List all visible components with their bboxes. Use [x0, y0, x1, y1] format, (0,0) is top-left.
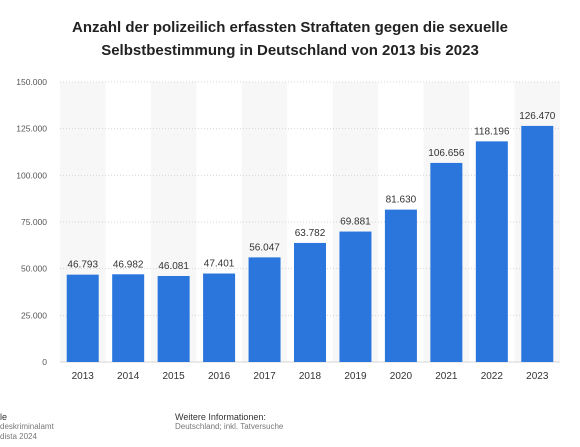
x-tick-label: 2019 [344, 371, 367, 382]
y-tick-label: 75.000 [21, 217, 47, 227]
bar [248, 257, 281, 362]
x-tick-label: 2013 [72, 371, 95, 382]
data-labels: 46.793 46.982 46.081 47.401 56.047 63.782 69.8… [67, 111, 555, 272]
data-label: 46.982 [113, 259, 144, 270]
data-label: 47.401 [204, 259, 235, 270]
bar [521, 125, 554, 362]
bar [384, 209, 417, 362]
bar [203, 273, 236, 362]
info-block: Weitere Informationen: Deutschland; inkl… [175, 412, 283, 432]
bar [339, 231, 372, 362]
x-tick-label: 2015 [163, 371, 186, 382]
x-tick-label: 2016 [208, 371, 231, 382]
data-label: 106.656 [428, 148, 465, 159]
y-axis-ticks: 0 25.000 50.000 75.000 100.000 125.000 150.000 [16, 77, 47, 367]
source-line-1: deskriminalamt [0, 422, 54, 431]
source-line-2: dista 2024 [0, 432, 37, 441]
x-tick-label: 2014 [117, 371, 140, 382]
bar [112, 274, 145, 362]
data-label: 46.793 [67, 260, 98, 271]
data-label: 81.630 [386, 195, 417, 206]
bar [294, 242, 326, 362]
data-label: 56.047 [249, 242, 280, 253]
x-tick-label: 2018 [299, 371, 322, 382]
x-axis-ticks: 2013 2014 2015 2016 2017 2018 2019 2020 2021 2022… [72, 371, 549, 382]
chart-title: Anzahl der polizeilich erfassten Strafta… [72, 19, 508, 59]
y-tick-label: 150.000 [16, 77, 47, 87]
data-label: 63.782 [295, 228, 326, 239]
x-tick-label: 2023 [526, 371, 549, 382]
source-block: le deskriminalamt dista 2024 [0, 412, 54, 442]
y-tick-label: 125.000 [16, 124, 47, 134]
bars [66, 125, 554, 362]
x-tick-label: 2021 [435, 371, 458, 382]
data-label: 118.196 [474, 126, 510, 137]
x-tick-label: 2022 [481, 371, 504, 382]
info-header: Weitere Informationen: [175, 412, 266, 422]
y-tick-label: 50.000 [21, 264, 47, 274]
y-tick-label: 100.000 [16, 170, 47, 180]
bar [66, 274, 99, 362]
source-header: le [0, 412, 8, 422]
data-label: 69.881 [340, 217, 371, 228]
y-tick-label: 25.000 [21, 310, 47, 320]
x-tick-label: 2017 [253, 371, 276, 382]
data-label: 126.470 [519, 111, 556, 122]
x-tick-label: 2020 [390, 371, 413, 382]
bar [430, 162, 463, 362]
info-text: Deutschland; inkl. Tatversuche [175, 422, 284, 431]
data-label: 46.081 [158, 261, 189, 272]
bar [157, 275, 190, 362]
bar [475, 141, 508, 362]
y-tick-label: 0 [42, 357, 47, 367]
